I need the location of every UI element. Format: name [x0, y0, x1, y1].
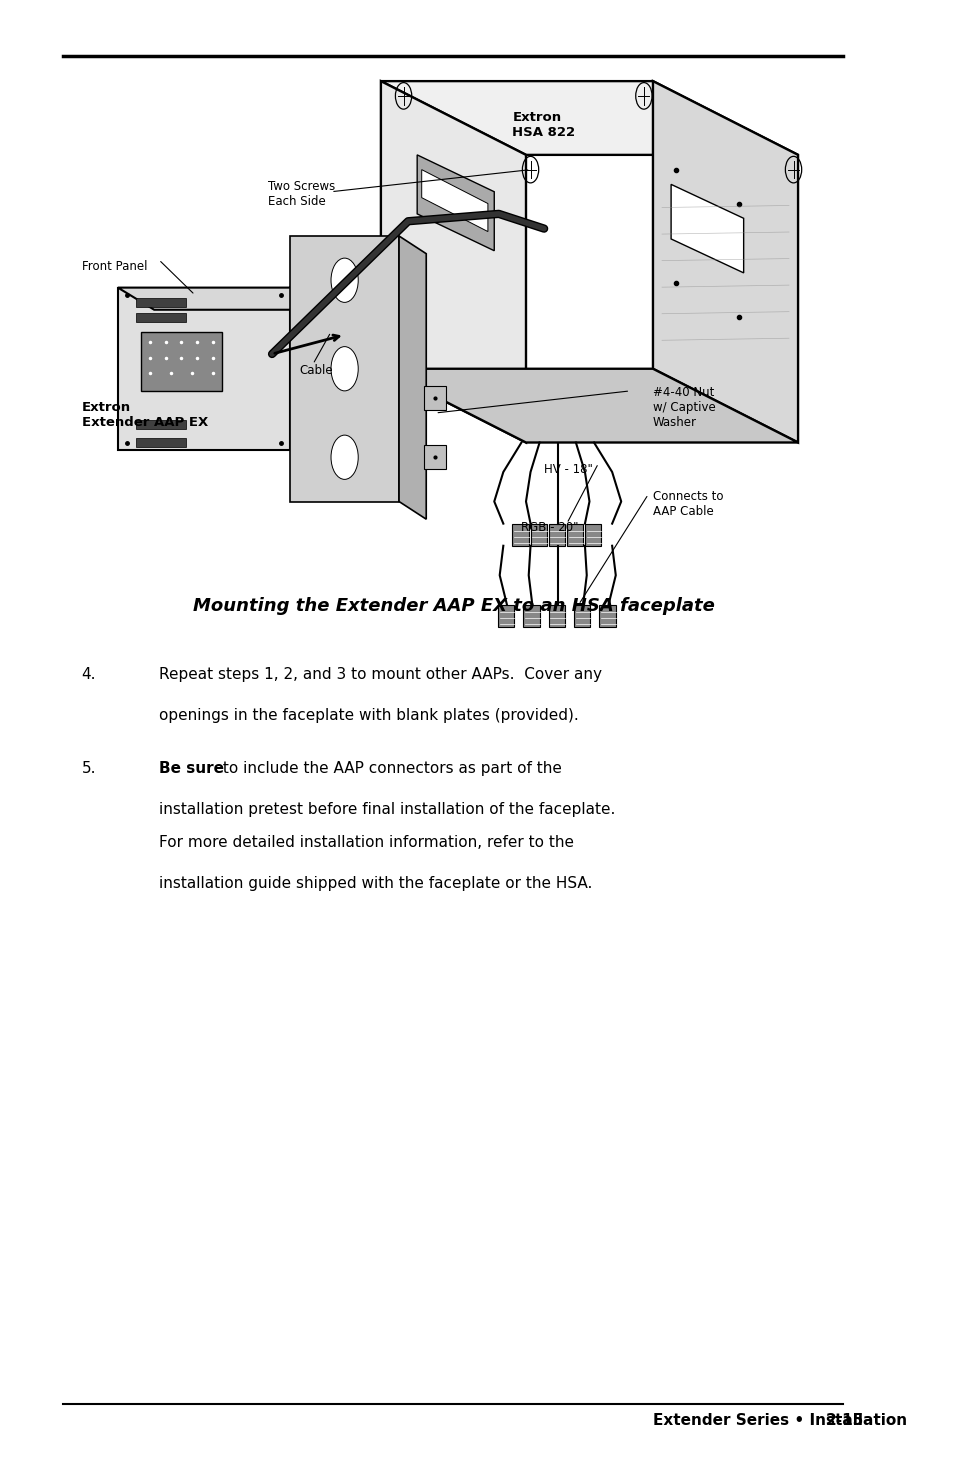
Polygon shape	[416, 155, 494, 251]
Circle shape	[331, 435, 357, 479]
Text: Repeat steps 1, 2, and 3 to mount other AAPs.  Cover any: Repeat steps 1, 2, and 3 to mount other …	[158, 667, 601, 681]
Text: HV - 18": HV - 18"	[543, 463, 593, 476]
Polygon shape	[421, 170, 487, 232]
Text: installation guide shipped with the faceplate or the HSA.: installation guide shipped with the face…	[158, 876, 592, 891]
Bar	[598, 605, 615, 627]
Polygon shape	[424, 386, 446, 410]
Bar	[584, 524, 600, 546]
Polygon shape	[424, 445, 446, 469]
Bar	[512, 524, 528, 546]
Polygon shape	[118, 288, 290, 450]
Bar	[574, 605, 590, 627]
Text: For more detailed installation information, refer to the: For more detailed installation informati…	[158, 835, 573, 850]
Text: Extender Series • Installation: Extender Series • Installation	[652, 1413, 906, 1428]
Bar	[136, 420, 186, 429]
Bar	[136, 438, 186, 447]
Bar	[530, 524, 546, 546]
Bar	[548, 605, 564, 627]
Bar	[523, 605, 539, 627]
Text: Extron
Extender AAP EX: Extron Extender AAP EX	[82, 401, 208, 429]
Text: 4.: 4.	[82, 667, 96, 681]
Text: Be sure: Be sure	[158, 761, 223, 776]
Polygon shape	[118, 288, 326, 310]
Text: Two Screws
Each Side: Two Screws Each Side	[267, 180, 335, 208]
Polygon shape	[380, 81, 798, 155]
Text: Mounting the Extender AAP EX to an HSA faceplate: Mounting the Extender AAP EX to an HSA f…	[193, 597, 714, 615]
Polygon shape	[652, 81, 798, 442]
Circle shape	[331, 258, 357, 302]
Text: to include the AAP connectors as part of the: to include the AAP connectors as part of…	[217, 761, 561, 776]
Polygon shape	[140, 332, 222, 391]
Text: Cable: Cable	[299, 364, 333, 378]
Polygon shape	[380, 369, 798, 442]
Text: 5.: 5.	[82, 761, 96, 776]
Text: RGB - 20": RGB - 20"	[521, 521, 578, 534]
Text: Front Panel: Front Panel	[82, 260, 147, 273]
Polygon shape	[290, 236, 398, 502]
Polygon shape	[398, 236, 426, 519]
Text: Connects to
AAP Cable: Connects to AAP Cable	[652, 490, 722, 518]
Bar	[136, 313, 186, 322]
Text: installation pretest before final installation of the faceplate.: installation pretest before final instal…	[158, 802, 615, 817]
Bar	[136, 298, 186, 307]
Polygon shape	[290, 288, 326, 472]
Polygon shape	[380, 81, 525, 442]
Circle shape	[331, 347, 357, 391]
Text: 2-15: 2-15	[824, 1413, 862, 1428]
Polygon shape	[670, 184, 743, 273]
Text: #4-40 Nut
w/ Captive
Washer: #4-40 Nut w/ Captive Washer	[652, 386, 715, 429]
Bar	[548, 524, 564, 546]
Bar	[566, 524, 582, 546]
Bar	[497, 605, 514, 627]
Text: openings in the faceplate with blank plates (provided).: openings in the faceplate with blank pla…	[158, 708, 578, 723]
Text: Extron
HSA 822: Extron HSA 822	[512, 111, 575, 139]
